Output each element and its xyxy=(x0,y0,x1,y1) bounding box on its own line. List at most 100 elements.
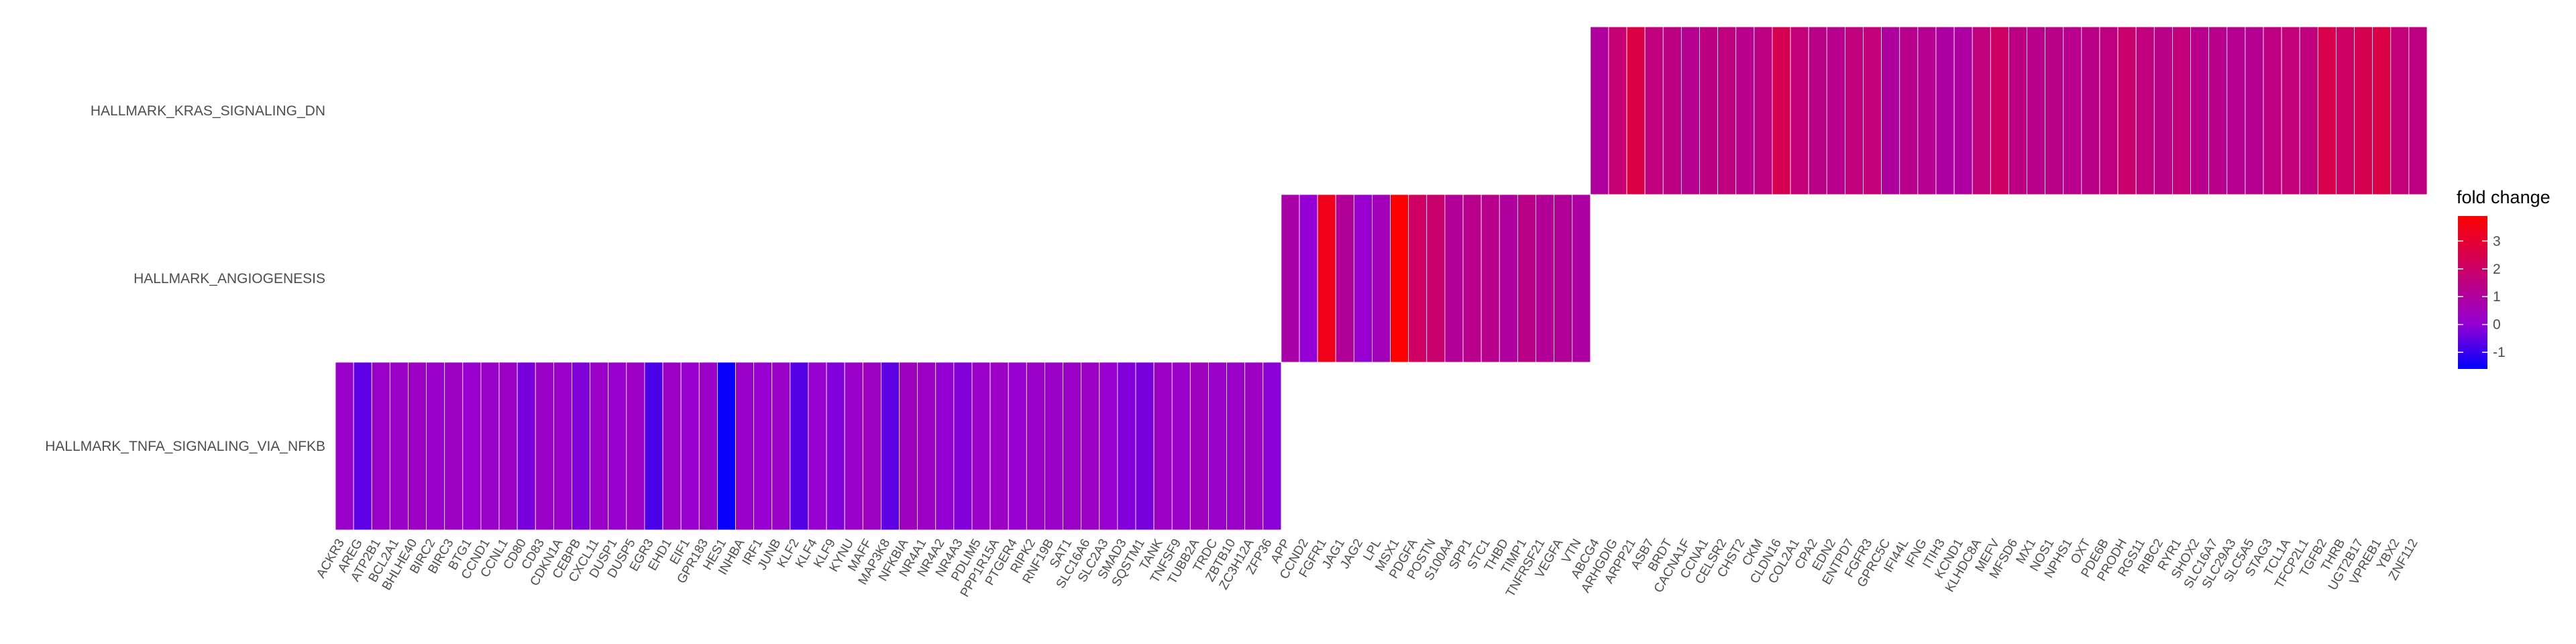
heatmap-cell xyxy=(408,362,427,531)
heatmap-cell xyxy=(2099,26,2118,195)
legend-tick-label: 0 xyxy=(2493,317,2501,333)
heatmap-cell xyxy=(480,362,500,531)
heatmap-cell xyxy=(989,362,1009,531)
heatmap-cell xyxy=(2153,26,2173,195)
heatmap-cell xyxy=(1063,362,1082,531)
heatmap-cell xyxy=(899,362,918,531)
heatmap-cell xyxy=(2117,26,2137,195)
heatmap-cell xyxy=(1990,26,2009,195)
heatmap-cell xyxy=(1353,194,1373,363)
heatmap-cell xyxy=(844,362,863,531)
heatmap-cell xyxy=(1499,194,1518,363)
heatmap-cell xyxy=(1863,26,1882,195)
heatmap-cell xyxy=(1717,26,1737,195)
heatmap-cell xyxy=(426,362,445,531)
heatmap-cell xyxy=(1844,26,1864,195)
heatmap-cell xyxy=(790,362,809,531)
legend-tick-label: 1 xyxy=(2493,289,2501,305)
heatmap-cell xyxy=(662,362,682,531)
heatmap-cell xyxy=(771,362,791,531)
heatmap-cell xyxy=(1917,26,1937,195)
heatmap-cell xyxy=(1153,362,1173,531)
heatmap-cell xyxy=(2263,26,2282,195)
heatmap-cell xyxy=(608,362,627,531)
heatmap-cell xyxy=(2408,26,2428,195)
heatmap-cell xyxy=(535,362,554,531)
heatmap-cell xyxy=(1008,362,1027,531)
heatmap-cell xyxy=(2172,26,2191,195)
heatmap-cell xyxy=(808,362,827,531)
legend-colorbar xyxy=(2458,216,2487,369)
heatmap-cell xyxy=(1444,194,1464,363)
heatmap-cell xyxy=(1299,194,1318,363)
heatmap-cell xyxy=(935,362,955,531)
heatmap-cell xyxy=(2045,26,2064,195)
heatmap-cell xyxy=(1117,362,1136,531)
heatmap-cell xyxy=(353,362,372,531)
heatmap-cell xyxy=(2208,26,2228,195)
heatmap-cell xyxy=(2336,26,2355,195)
heatmap-cell xyxy=(2226,26,2246,195)
heatmap-cell xyxy=(626,362,645,531)
heatmap-cell xyxy=(1481,194,1500,363)
heatmap-cell xyxy=(2027,26,2046,195)
heatmap-cell xyxy=(1372,194,1391,363)
heatmap-cell xyxy=(2281,26,2300,195)
heatmap-cell xyxy=(644,362,663,531)
heatmap-cell xyxy=(590,362,609,531)
heatmap-cell xyxy=(1735,26,1755,195)
heatmap-cell xyxy=(1536,194,1554,363)
heatmap-cell xyxy=(1426,194,1446,363)
heatmap-cell xyxy=(2372,26,2392,195)
heatmap-cell xyxy=(1226,362,1246,531)
row-label: HALLMARK_KRAS_SIGNALING_DN xyxy=(91,103,325,119)
heatmap-cell xyxy=(1244,362,1264,531)
heatmap-cell xyxy=(1644,26,1664,195)
heatmap-cell xyxy=(1335,194,1354,363)
heatmap-cell xyxy=(1408,194,1428,363)
legend-ticks: 3 2 1 0 -1 xyxy=(2458,233,2506,360)
column-labels: ACKR3AREGATP2B1BCL2A1BHLHE40BIRC2BIRC3BT… xyxy=(314,537,2421,600)
heatmap-cell xyxy=(1608,26,1627,195)
heatmap-cell xyxy=(1826,26,1845,195)
heatmap-cell xyxy=(753,362,773,531)
legend-title: fold change xyxy=(2457,187,2551,207)
heatmap-cell xyxy=(862,362,881,531)
heatmap-cell xyxy=(2299,26,2318,195)
heatmap-cell xyxy=(2245,26,2264,195)
heatmap-cell xyxy=(1317,194,1336,363)
row-label: HALLMARK_TNFA_SIGNALING_VIA_NFKB xyxy=(45,439,325,454)
heatmap-cell xyxy=(1772,26,1791,195)
heatmap-cell xyxy=(1171,362,1191,531)
heatmap-cell xyxy=(735,362,754,531)
heatmap-cell xyxy=(1026,362,1045,531)
heatmap-cell xyxy=(1390,194,1409,363)
heatmap-cell xyxy=(1754,26,1773,195)
heatmap-cell xyxy=(1554,194,1573,363)
heatmap-cell xyxy=(917,362,936,531)
heatmap-cell xyxy=(1189,362,1209,531)
heatmap-cell xyxy=(1462,194,1482,363)
heatmap-cell xyxy=(1899,26,1919,195)
heatmap-cell xyxy=(716,362,736,531)
heatmap-cell xyxy=(1626,26,1646,195)
heatmap-cell xyxy=(1135,362,1155,531)
heatmap-cell xyxy=(553,362,572,531)
heatmap-cell xyxy=(389,362,409,531)
heatmap-cell xyxy=(1044,362,1063,531)
heatmap-cell xyxy=(971,362,991,531)
heatmap-cell xyxy=(1572,194,1591,363)
row-labels: HALLMARK_TNFA_SIGNALING_VIA_NFKB HALLMARK… xyxy=(45,103,325,454)
heatmap-cell xyxy=(680,362,700,531)
heatmap-cell xyxy=(2354,26,2373,195)
heatmap-cell xyxy=(462,362,482,531)
heatmap-cell xyxy=(2063,26,2082,195)
heatmap-cell xyxy=(444,362,464,531)
heatmap-cell xyxy=(698,362,718,531)
heatmap-cell xyxy=(1281,194,1300,363)
heatmap-cell xyxy=(1808,26,1827,195)
heatmap-cell xyxy=(1881,26,1900,195)
heatmap-cell xyxy=(498,362,518,531)
heatmap-cell xyxy=(335,362,354,531)
